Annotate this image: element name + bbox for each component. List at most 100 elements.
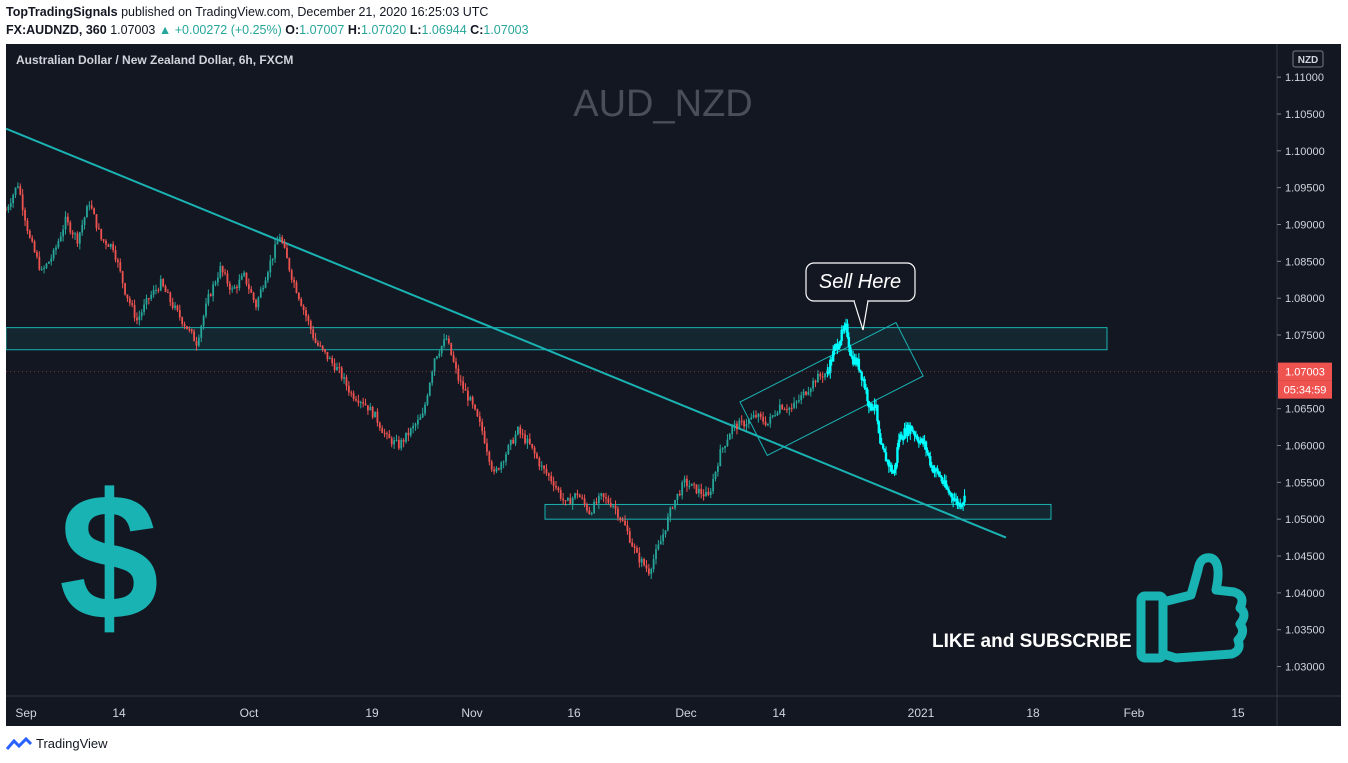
candle-body xyxy=(143,304,145,313)
candle-body xyxy=(114,250,117,260)
publisher-name[interactable]: TopTradingSignals xyxy=(6,5,118,19)
candle-body xyxy=(536,453,538,459)
candle-body xyxy=(455,361,457,369)
candle-body xyxy=(797,400,800,402)
x-tick-label: 15 xyxy=(1231,706,1245,720)
candle-body xyxy=(397,439,400,449)
candle-body xyxy=(274,244,276,259)
candle-body xyxy=(655,549,657,560)
projection-body xyxy=(906,424,909,437)
candle-body xyxy=(531,443,534,448)
candle-body xyxy=(581,497,584,499)
candle-body xyxy=(45,263,48,268)
candle-body xyxy=(14,187,17,196)
candle-body xyxy=(707,491,710,495)
candle-body xyxy=(57,241,60,248)
candle-body xyxy=(117,259,119,263)
candle-body xyxy=(395,439,398,441)
candle-body xyxy=(497,468,500,470)
chart-title: Australian Dollar / New Zealand Dollar, … xyxy=(16,53,293,67)
candle-body xyxy=(590,513,593,515)
projection-body xyxy=(947,489,951,493)
candle-body xyxy=(464,388,467,391)
candle-body xyxy=(440,345,443,354)
projection-body xyxy=(841,329,845,332)
open-label: O: xyxy=(285,23,300,37)
candle-body xyxy=(724,446,726,449)
candle-body xyxy=(221,266,224,273)
candle-body xyxy=(695,484,698,494)
low-label: L: xyxy=(409,23,422,37)
projection-body xyxy=(854,357,858,365)
projection-body xyxy=(859,369,862,372)
projection-body xyxy=(894,462,898,470)
candle-body xyxy=(402,439,405,442)
candle-body xyxy=(345,377,348,386)
projection-body xyxy=(914,435,918,438)
candle-body xyxy=(500,462,503,470)
candle-body xyxy=(76,233,79,244)
candle-body xyxy=(507,445,510,455)
candle-body xyxy=(90,205,93,209)
candle-body xyxy=(236,286,238,289)
candle-body xyxy=(55,247,57,250)
candle-body xyxy=(109,244,112,247)
candle-body xyxy=(307,316,310,321)
projection-body xyxy=(961,502,965,505)
candle-body xyxy=(324,349,326,352)
candle-body xyxy=(564,500,567,502)
candle-body xyxy=(540,465,543,467)
candle-body xyxy=(607,498,610,503)
channel-box xyxy=(739,321,924,457)
candle-body xyxy=(336,367,338,371)
projection-body xyxy=(960,504,963,508)
candle-body xyxy=(38,256,41,270)
candle-body xyxy=(167,292,169,294)
projection-body xyxy=(860,371,863,380)
candle-body xyxy=(762,416,765,422)
candle-body xyxy=(326,351,329,360)
candle-body xyxy=(52,249,55,259)
rising-channel xyxy=(739,321,924,457)
chart-svg[interactable]: AUD_NZD Australian Dollar / New Zealand D… xyxy=(6,44,1341,726)
projection-body xyxy=(941,481,945,485)
candle-body xyxy=(502,461,505,463)
x-tick-label: 2021 xyxy=(908,706,935,720)
candle-body xyxy=(176,305,179,310)
candle-body xyxy=(509,439,512,446)
candle-body xyxy=(559,490,562,499)
candle-body xyxy=(412,426,415,429)
projection-body xyxy=(847,336,851,347)
candle-body xyxy=(340,367,343,379)
candle-body xyxy=(238,279,241,289)
candle-body xyxy=(740,420,743,422)
candle-body xyxy=(733,423,736,426)
candle-body xyxy=(100,228,103,240)
candle-body xyxy=(714,471,717,479)
candle-body xyxy=(376,411,379,423)
projection-body xyxy=(837,346,841,350)
candle-body xyxy=(362,402,365,404)
candle-body xyxy=(202,315,205,327)
candle-body xyxy=(700,488,703,494)
candle-body xyxy=(112,244,115,251)
candle-body xyxy=(131,303,134,305)
candle-body xyxy=(736,423,738,430)
projection-body xyxy=(891,472,895,474)
candle-body xyxy=(193,331,195,342)
candle-body xyxy=(424,404,426,414)
candle-body xyxy=(209,294,212,296)
candle-body xyxy=(159,279,162,291)
projection-body xyxy=(921,438,925,445)
projection-body xyxy=(924,441,928,450)
tradingview-footer[interactable]: TradingView xyxy=(6,736,108,751)
projection-body xyxy=(934,468,938,471)
support-resistance-zone xyxy=(544,503,1052,520)
x-tick-label: 19 xyxy=(365,706,379,720)
projection-body xyxy=(897,439,901,448)
chart-area[interactable]: AUD_NZD Australian Dollar / New Zealand D… xyxy=(6,44,1341,726)
candle-body xyxy=(728,434,731,440)
candle-body xyxy=(550,475,553,482)
candle-body xyxy=(343,377,345,379)
candle-body xyxy=(228,283,231,290)
